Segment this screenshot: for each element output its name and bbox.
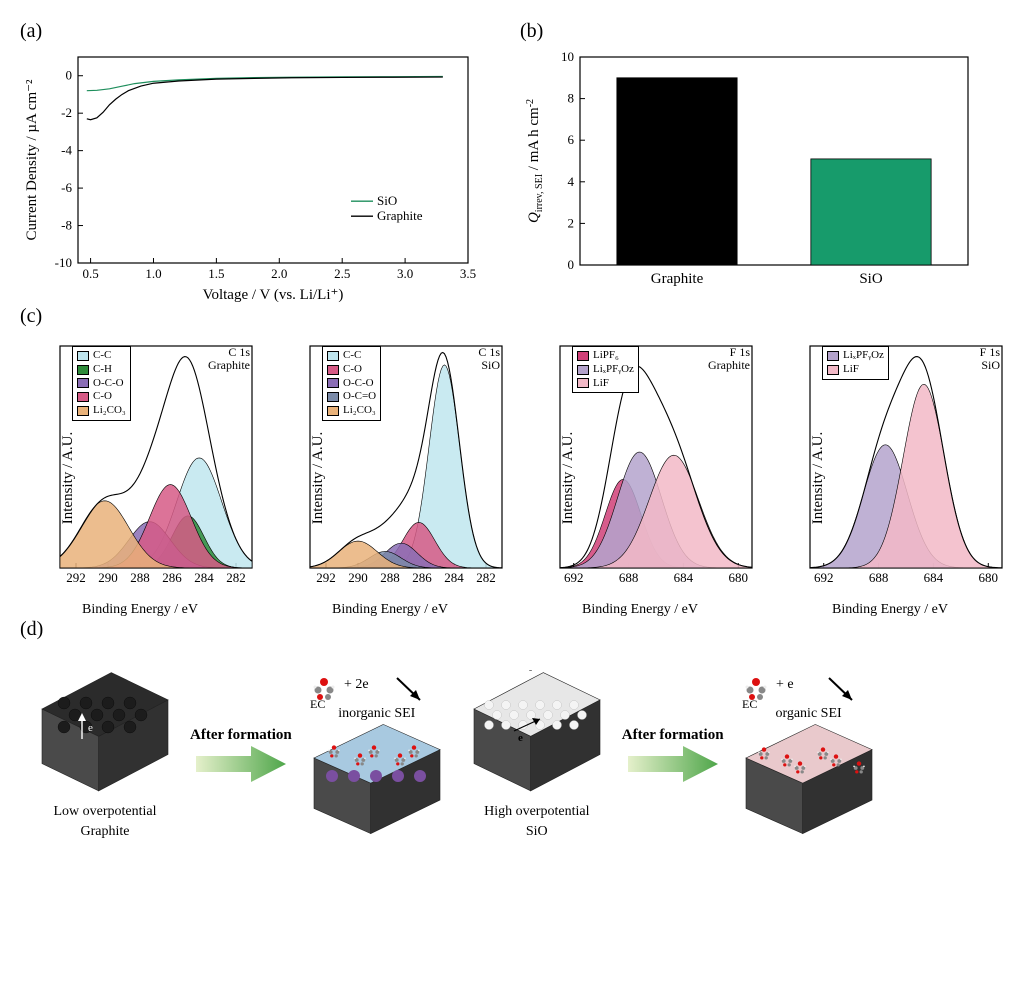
row-c: 292 290 288 286 284 282 Intensity / A.U. Bindin… xyxy=(20,338,1015,618)
svg-text:EC: EC xyxy=(310,697,325,710)
svg-text:Graphite: Graphite xyxy=(377,208,423,223)
svg-text:688: 688 xyxy=(619,570,639,585)
svg-text:Graphite: Graphite xyxy=(651,271,704,287)
svg-text:SiO: SiO xyxy=(859,271,883,287)
svg-text:-4: -4 xyxy=(61,143,72,158)
spectrum-1: 292 290 288 286 284 282 Intensity / A.U. Bindin… xyxy=(270,338,510,618)
svg-text:-6: -6 xyxy=(61,180,72,195)
figure: (a) 0.5 1.0 1.5 2.0 2.5 3.0 3.5 -10 -8 -6 -4 -2 0 Vol… xyxy=(20,20,1015,865)
spec-right-label: F 1sGraphite xyxy=(708,346,750,372)
svg-text:+ e: + e xyxy=(776,677,794,692)
spec-xlabel: Binding Energy / eV xyxy=(520,602,760,618)
svg-text:680: 680 xyxy=(729,570,749,585)
label-c: (c) xyxy=(20,305,1015,328)
spec-xlabel: Binding Energy / eV xyxy=(770,602,1010,618)
spec-legend: C-CC-OO-C-OO-C=OLi₂CO₃ xyxy=(322,346,381,421)
svg-text:2.5: 2.5 xyxy=(334,266,350,281)
chart-b: 0 2 4 6 8 10 Qirrev, SEI / mA h cm-2 Graphite Si… xyxy=(520,47,980,305)
after-formation-arrow-1: After formation xyxy=(190,727,292,784)
panel-a: (a) 0.5 1.0 1.5 2.0 2.5 3.0 3.5 -10 -8 -6 -4 -2 0 Vol… xyxy=(20,20,480,305)
spec-xlabel: Binding Energy / eV xyxy=(20,602,260,618)
spec-right-label: C 1sSiO xyxy=(478,346,500,372)
svg-text:282: 282 xyxy=(476,570,496,585)
panel-b: (b) 0 2 4 6 8 10 Qirrev, SEI / mA h cm-2 Graphi… xyxy=(520,20,980,305)
svg-text:6: 6 xyxy=(568,132,575,147)
svg-text:2.0: 2.0 xyxy=(271,266,287,281)
spec-right-label: C 1sGraphite xyxy=(208,346,250,372)
svg-text:680: 680 xyxy=(979,570,999,585)
svg-text:288: 288 xyxy=(130,570,150,585)
svg-text:8: 8 xyxy=(568,91,575,106)
svg-text:684: 684 xyxy=(674,570,694,585)
spec-xlabel: Binding Energy / eV xyxy=(270,602,510,618)
sio-initial-block: SiO₂ surfaceeHigh overpotentialSiO xyxy=(462,670,612,840)
schematic: eLow overpotentialGraphiteAfter formatio… xyxy=(20,645,1000,865)
svg-text:684: 684 xyxy=(924,570,944,585)
svg-text:EC: EC xyxy=(742,697,757,710)
svg-text:290: 290 xyxy=(348,570,368,585)
spec-right-label: F 1sSiO xyxy=(980,346,1000,372)
spec-legend: LiₓPFᵧOzLiF xyxy=(822,346,889,380)
svg-text:0.5: 0.5 xyxy=(82,266,98,281)
spec-ylabel: Intensity / A.U. xyxy=(310,432,327,525)
svg-text:282: 282 xyxy=(226,570,246,585)
svg-text:286: 286 xyxy=(162,570,182,585)
spec-ylabel: Intensity / A.U. xyxy=(810,432,827,525)
svg-text:292: 292 xyxy=(316,570,336,585)
svg-text:-10: -10 xyxy=(55,255,72,270)
spec-legend: LiPF₆LiₓPFᵧOzLiF xyxy=(572,346,639,393)
spectrum-2: 692 688 684 680 Intensity / A.U. Binding Ener… xyxy=(520,338,760,618)
svg-text:292: 292 xyxy=(66,570,86,585)
spectrum-0: 292 290 288 286 284 282 Intensity / A.U. Bindin… xyxy=(20,338,260,618)
panel-d: (d) eLow overpotentialGraphiteAfter form… xyxy=(20,618,1015,865)
svg-text:2: 2 xyxy=(568,215,575,230)
svg-text:Voltage / V (vs. Li/Li⁺): Voltage / V (vs. Li/Li⁺) xyxy=(203,287,344,303)
svg-text:Current Density / µA cm⁻²: Current Density / µA cm⁻² xyxy=(24,79,40,241)
row-ab: (a) 0.5 1.0 1.5 2.0 2.5 3.0 3.5 -10 -8 -6 -4 -2 0 Vol… xyxy=(20,20,1015,305)
svg-text:288: 288 xyxy=(380,570,400,585)
svg-text:1.0: 1.0 xyxy=(145,266,161,281)
svg-text:692: 692 xyxy=(814,570,834,585)
svg-text:3.0: 3.0 xyxy=(397,266,413,281)
svg-text:290: 290 xyxy=(98,570,118,585)
svg-text:SiO: SiO xyxy=(377,193,397,208)
svg-text:-2: -2 xyxy=(61,105,72,120)
graphite-sei-block: EC+ 2einorganic SEI xyxy=(302,668,452,842)
sio-sei-block: EC+ eorganic SEI xyxy=(734,668,884,842)
chart-a: 0.5 1.0 1.5 2.0 2.5 3.0 3.5 -10 -8 -6 -4 -2 0 Voltage… xyxy=(20,47,480,305)
spec-ylabel: Intensity / A.U. xyxy=(560,432,577,525)
svg-text:+ 2e: + 2e xyxy=(344,677,369,692)
spec-ylabel: Intensity / A.U. xyxy=(60,432,77,525)
label-d: (d) xyxy=(20,618,1015,641)
svg-text:e: e xyxy=(88,722,93,734)
spectrum-3: 692 688 684 680 Intensity / A.U. Binding Ener… xyxy=(770,338,1010,618)
svg-text:SiO₂ surface: SiO₂ surface xyxy=(511,670,567,672)
svg-text:692: 692 xyxy=(564,570,584,585)
svg-text:-8: -8 xyxy=(61,218,72,233)
label-b: (b) xyxy=(520,20,980,43)
after-formation-arrow-2: After formation xyxy=(622,727,724,784)
svg-text:0: 0 xyxy=(568,257,575,272)
svg-text:1.5: 1.5 xyxy=(208,266,224,281)
svg-text:284: 284 xyxy=(194,570,214,585)
svg-text:3.5: 3.5 xyxy=(460,266,476,281)
svg-text:286: 286 xyxy=(412,570,432,585)
graphite-initial-block: eLow overpotentialGraphite xyxy=(30,670,180,840)
svg-text:10: 10 xyxy=(561,49,574,64)
svg-text:e: e xyxy=(518,732,523,744)
svg-text:0: 0 xyxy=(66,68,73,83)
panel-c: (c) 292 290 288 286 284 282 Intensity / A.U. Bi… xyxy=(20,305,1015,618)
svg-text:4: 4 xyxy=(568,174,575,189)
svg-text:Qirrev, SEI / mA h cm-2: Qirrev, SEI / mA h cm-2 xyxy=(525,99,545,223)
label-a: (a) xyxy=(20,20,480,43)
svg-text:688: 688 xyxy=(869,570,889,585)
svg-text:284: 284 xyxy=(444,570,464,585)
spec-legend: C-CC-HO-C-OC-OLi₂CO₃ xyxy=(72,346,131,421)
